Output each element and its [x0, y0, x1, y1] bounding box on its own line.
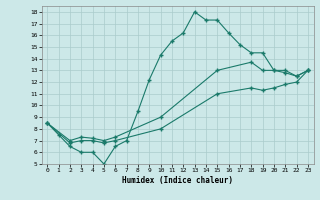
X-axis label: Humidex (Indice chaleur): Humidex (Indice chaleur): [122, 176, 233, 185]
